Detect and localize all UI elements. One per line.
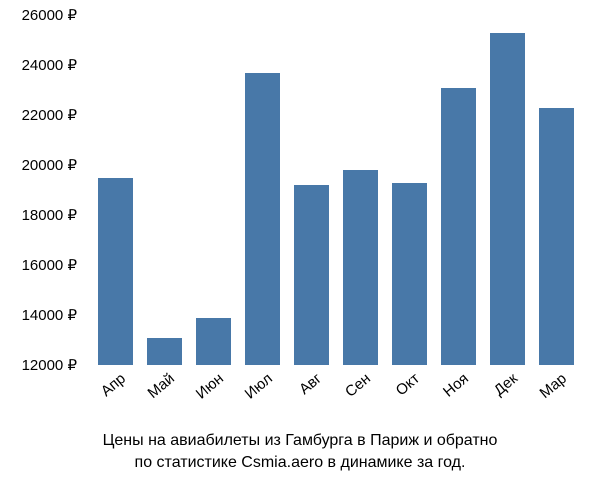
y-axis: 26000 ₽ 24000 ₽ 22000 ₽ 20000 ₽ 18000 ₽ …	[0, 15, 85, 365]
y-tick: 22000 ₽	[22, 106, 77, 124]
bar-jun	[196, 318, 231, 365]
x-tick: Апр	[98, 370, 129, 400]
x-tick: Ноя	[440, 370, 472, 401]
plot-area	[90, 15, 580, 365]
y-tick: 26000 ₽	[22, 6, 77, 24]
x-tick: Май	[144, 370, 177, 402]
y-tick: 16000 ₽	[22, 256, 77, 274]
bar-oct	[392, 183, 427, 365]
x-tick: Авг	[296, 370, 325, 398]
caption-line-1: Цены на авиабилеты из Гамбурга в Париж и…	[103, 432, 498, 449]
bar-jul	[245, 73, 280, 365]
price-chart: 26000 ₽ 24000 ₽ 22000 ₽ 20000 ₽ 18000 ₽ …	[0, 0, 600, 500]
bars-group	[90, 15, 580, 365]
x-tick: Мар	[537, 370, 570, 402]
bar-aug	[294, 185, 329, 365]
y-tick: 24000 ₽	[22, 56, 77, 74]
x-tick: Июн	[193, 370, 227, 403]
chart-caption: Цены на авиабилеты из Гамбурга в Париж и…	[0, 430, 600, 473]
y-tick: 18000 ₽	[22, 206, 77, 224]
bar-mar	[539, 108, 574, 365]
y-tick: 12000 ₽	[22, 356, 77, 374]
bar-nov	[441, 88, 476, 366]
caption-line-2: по статистике Csmia.aero в динамике за г…	[135, 454, 466, 471]
x-tick: Окт	[393, 370, 423, 399]
y-tick: 14000 ₽	[22, 306, 77, 324]
bar-may	[147, 338, 182, 366]
x-tick: Июл	[242, 370, 276, 403]
x-tick: Сен	[342, 370, 374, 401]
bar-dec	[490, 33, 525, 366]
bar-apr	[98, 178, 133, 365]
x-axis: Апр Май Июн Июл Авг Сен Окт Ноя Дек Мар	[90, 370, 580, 420]
bar-sep	[343, 170, 378, 365]
x-tick: Дек	[491, 370, 521, 399]
y-tick: 20000 ₽	[22, 156, 77, 174]
